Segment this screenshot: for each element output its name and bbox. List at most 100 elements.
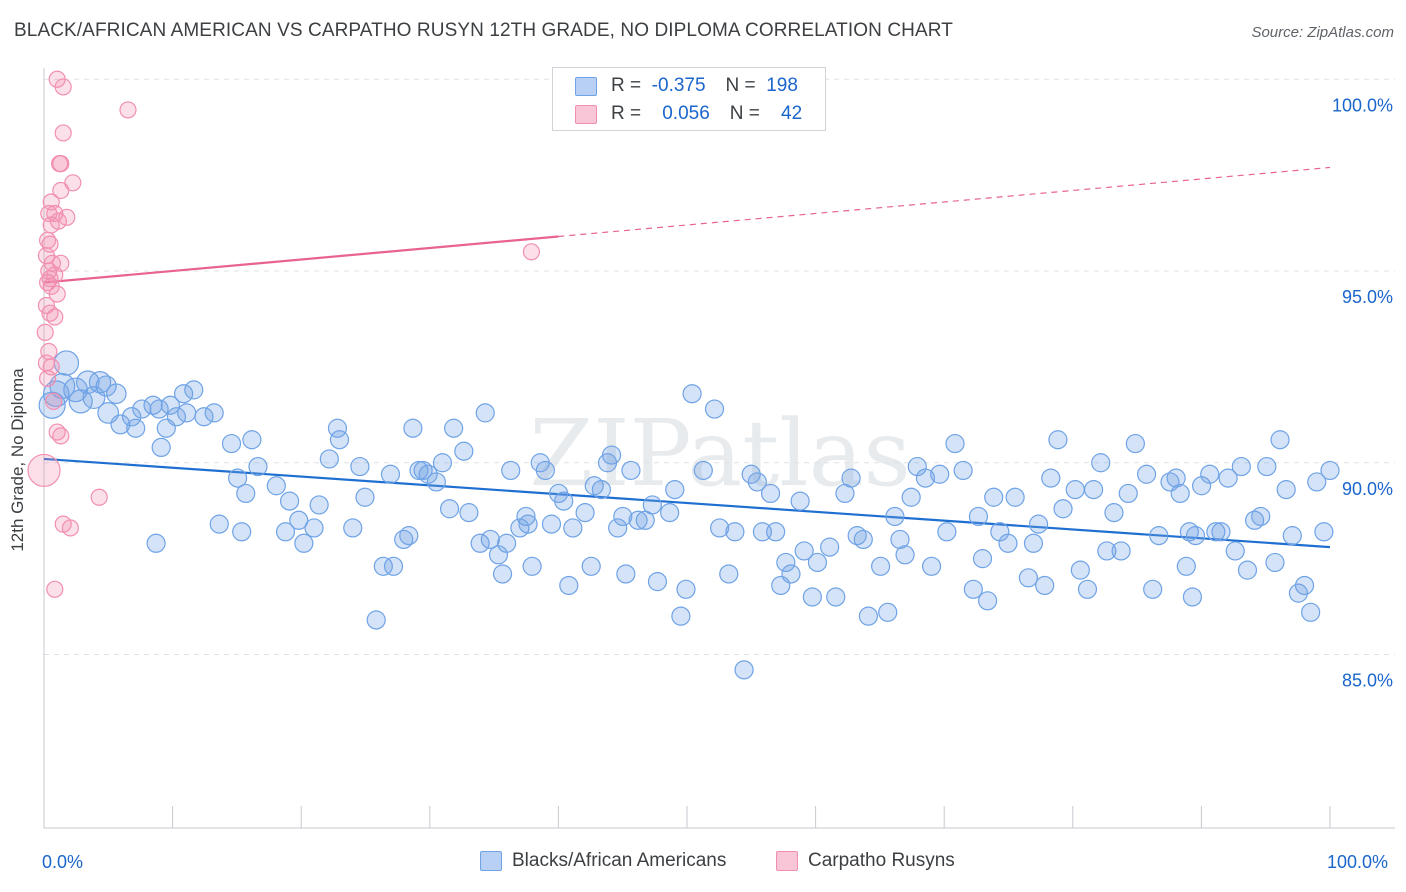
blue-point: [1231, 456, 1251, 477]
blue-point: [781, 564, 801, 584]
blue-point: [616, 564, 636, 584]
n-value-blue: 198: [766, 75, 798, 96]
blue-point: [1225, 541, 1245, 561]
blue-point: [399, 526, 419, 546]
blue-point: [885, 506, 905, 527]
blue-point: [1035, 575, 1055, 596]
blue-point: [693, 460, 713, 481]
blue-point: [766, 522, 786, 542]
blue-point: [1320, 460, 1340, 481]
blue-point: [294, 533, 314, 553]
blue-point: [432, 453, 453, 473]
blue-point: [1176, 556, 1196, 576]
blue-point: [1048, 430, 1068, 450]
pink-trend-dashed: [558, 166, 1331, 238]
blue-point: [121, 407, 142, 427]
pink-point: [52, 181, 70, 200]
blue-point: [413, 460, 433, 481]
n-label: N =: [729, 103, 760, 124]
blue-point: [998, 533, 1018, 553]
blue-point: [1314, 522, 1334, 542]
blue-point: [366, 610, 386, 630]
trend-lines: [43, 166, 1331, 549]
blue-point: [1200, 464, 1220, 484]
blue-point: [1097, 541, 1117, 561]
blue-point: [915, 468, 936, 488]
blue-point: [1211, 522, 1231, 542]
blue-point: [309, 495, 329, 515]
blue-point: [343, 518, 363, 538]
blue-point: [68, 389, 93, 414]
blue-point: [149, 399, 169, 419]
blue-point: [151, 437, 171, 458]
blue-point: [160, 395, 180, 415]
blue-point: [184, 380, 204, 400]
blue-point: [621, 460, 641, 481]
blue-point: [480, 529, 500, 550]
pink-points: [27, 70, 540, 598]
blue-point: [853, 529, 873, 550]
blue-point: [1166, 468, 1186, 488]
pink-point: [61, 519, 80, 537]
blue-point: [439, 499, 460, 519]
blue-point: [1170, 483, 1190, 504]
blue-point: [807, 552, 828, 573]
blue-point: [665, 479, 685, 500]
blue-point: [516, 506, 536, 527]
blue-point: [794, 541, 814, 561]
blue-point: [642, 495, 662, 515]
blue-point: [1237, 560, 1258, 580]
blue-point: [454, 441, 474, 461]
blue-point: [1104, 503, 1124, 523]
blue-point: [1125, 433, 1145, 454]
blue-points: [38, 350, 1340, 680]
y-tick-labels: 85.0% 90.0% 95.0% 100.0%: [1332, 95, 1393, 690]
blue-point: [734, 660, 754, 680]
blue-point: [304, 518, 324, 538]
axes: [43, 68, 1395, 829]
pink-point: [41, 270, 59, 288]
blue-point: [350, 456, 370, 477]
blue-point: [704, 399, 725, 419]
blue-point: [575, 503, 595, 523]
pink-point: [36, 323, 54, 341]
blue-point: [776, 552, 796, 573]
blue-point: [963, 579, 983, 599]
blue-point: [1118, 483, 1138, 504]
blue-point: [984, 487, 1004, 507]
blue-point: [518, 514, 538, 534]
blue-point: [1143, 579, 1163, 599]
blue-point: [671, 606, 691, 626]
blue-point: [563, 518, 583, 538]
stats-legend: R = -0.375 N = 198 R = 0.056 N = 42: [552, 67, 826, 131]
blue-point: [1023, 533, 1044, 553]
blue-point: [95, 375, 117, 397]
blue-point: [747, 472, 767, 492]
pink-point: [49, 212, 68, 230]
blue-point: [601, 445, 622, 465]
x-tick-label-min: 0.0%: [42, 852, 84, 872]
pink-point: [54, 124, 72, 142]
blue-point: [1028, 514, 1049, 534]
pink-point: [46, 308, 64, 326]
blue-point: [820, 537, 840, 557]
blue-point: [682, 384, 702, 404]
blue-point: [1136, 464, 1157, 484]
blue-point: [522, 556, 542, 576]
pink-point: [52, 427, 70, 445]
blue-point: [275, 522, 296, 542]
blue-point: [895, 545, 915, 565]
pink-point: [52, 155, 70, 173]
blue-point: [802, 587, 822, 607]
blue-point: [209, 514, 229, 534]
blue-point: [858, 606, 878, 626]
blue-point: [968, 506, 989, 527]
blue-point: [628, 510, 648, 530]
pink-point: [27, 453, 61, 488]
pink-point: [38, 369, 57, 387]
blue-point: [1251, 506, 1271, 527]
blue-point: [1065, 479, 1085, 500]
blue-point: [1185, 526, 1206, 546]
blue-point: [760, 483, 781, 504]
r-value-blue: -0.375: [651, 75, 706, 96]
